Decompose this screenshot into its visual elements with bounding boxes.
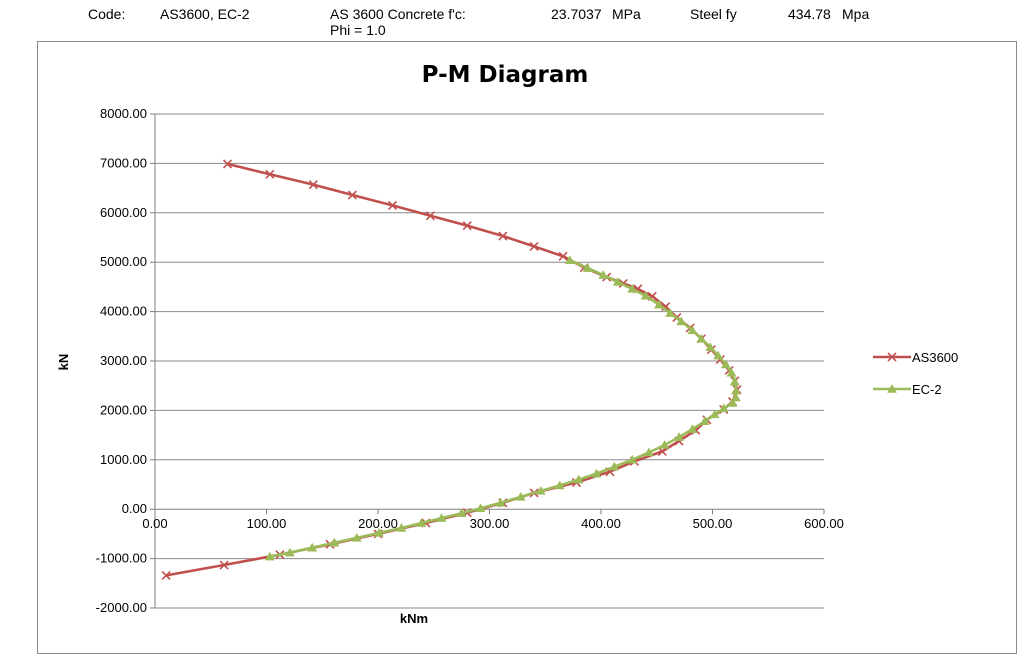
x-tick-label: 200.00 xyxy=(358,516,398,531)
data-point-ec-2 xyxy=(713,350,724,360)
legend-marker-ec-2 xyxy=(887,383,897,393)
data-point-ec-2 xyxy=(515,491,526,501)
data-point-ec-2 xyxy=(640,290,651,300)
data-point-ec-2 xyxy=(591,468,602,478)
data-point-as3600 xyxy=(558,251,568,261)
series-line-as3600 xyxy=(164,162,739,577)
data-point-as3600 xyxy=(529,241,539,251)
data-point-ec-2 xyxy=(374,527,385,537)
concrete-unit: MPa xyxy=(612,6,641,22)
data-point-ec-2 xyxy=(674,432,684,441)
y-tick-label: 3000.00 xyxy=(100,353,147,368)
steel-value: 434.78 xyxy=(788,6,831,22)
series-line-ec-2 xyxy=(268,258,738,558)
data-point-ec-2 xyxy=(609,461,620,471)
data-point-ec-2 xyxy=(436,513,447,522)
data-point-ec-2 xyxy=(654,299,664,309)
y-tick-label: 1000.00 xyxy=(100,452,147,467)
data-point-ec-2 xyxy=(699,416,710,426)
data-point-as3600 xyxy=(387,200,398,210)
data-point-ec-2 xyxy=(573,474,584,484)
data-point-as3600 xyxy=(222,159,233,169)
data-point-as3600 xyxy=(462,221,472,231)
x-tick-label: 0.00 xyxy=(142,516,167,531)
data-point-ec-2 xyxy=(709,409,720,419)
y-tick-label: 8000.00 xyxy=(100,106,147,121)
code-value: AS3600, EC-2 xyxy=(160,6,250,22)
x-tick-label: 100.00 xyxy=(247,516,287,531)
y-tick-label: 2000.00 xyxy=(100,402,147,417)
legend-label-ec-2: EC-2 xyxy=(912,382,942,397)
x-tick-label: 300.00 xyxy=(470,516,510,531)
y-tick-label: 0.00 xyxy=(122,501,147,516)
data-point-ec-2 xyxy=(564,255,575,264)
x-tick-label: 400.00 xyxy=(581,516,621,531)
data-point-ec-2 xyxy=(676,316,687,326)
data-point-ec-2 xyxy=(535,485,546,495)
data-point-as3600 xyxy=(498,231,508,241)
data-point-ec-2 xyxy=(627,454,638,464)
data-point-as3600 xyxy=(219,560,229,570)
data-point-ec-2 xyxy=(495,497,506,507)
data-point-as3600 xyxy=(265,169,275,179)
data-point-ec-2 xyxy=(329,537,340,547)
y-axis-label: kN xyxy=(56,354,71,371)
data-point-as3600 xyxy=(425,211,435,221)
data-point-ec-2 xyxy=(720,359,731,369)
data-point-as3600 xyxy=(347,190,357,200)
concrete-label: AS 3600 Concrete f'c: xyxy=(330,6,466,22)
x-axis-label: kNm xyxy=(400,611,428,626)
data-point-ec-2 xyxy=(644,447,654,457)
x-tick-label: 600.00 xyxy=(804,516,844,531)
data-point-ec-2 xyxy=(554,480,565,490)
data-point-ec-2 xyxy=(456,508,467,517)
data-point-ec-2 xyxy=(307,542,318,552)
data-point-ec-2 xyxy=(475,503,486,512)
chart-title: P-M Diagram xyxy=(422,62,589,88)
data-point-ec-2 xyxy=(705,342,716,351)
steel-unit: Mpa xyxy=(842,6,870,22)
x-axis-ticks: 0.00 100.00 200.00 300.00 400.00 500.00 600.00 xyxy=(142,509,844,531)
y-axis-ticks: 8000.00 7000.00 6000.00 5000.00 4000.00 3000.… xyxy=(96,106,147,615)
data-point-ec-2 xyxy=(687,325,698,335)
chart-frame xyxy=(37,41,1017,654)
y-tick-label: 6000.00 xyxy=(100,205,147,220)
data-point-ec-2 xyxy=(659,439,670,449)
data-point-ec-2 xyxy=(582,263,593,272)
data-point-ec-2 xyxy=(696,333,707,343)
y-tick-label: 5000.00 xyxy=(100,254,147,269)
data-point-ec-2 xyxy=(665,308,676,317)
data-point-ec-2 xyxy=(612,276,623,286)
concrete-value: 23.7037 xyxy=(551,6,602,22)
y-tick-label: -2000.00 xyxy=(96,600,147,615)
data-point-ec-2 xyxy=(351,532,362,542)
data-point-ec-2 xyxy=(730,392,741,402)
data-point-ec-2 xyxy=(729,376,740,386)
data-point-ec-2 xyxy=(687,424,698,433)
y-tick-label: 7000.00 xyxy=(100,155,147,170)
data-point-as3600 xyxy=(308,180,318,190)
data-point-as3600 xyxy=(161,570,171,580)
data-point-ec-2 xyxy=(727,397,738,407)
data-point-ec-2 xyxy=(598,270,609,279)
legend: AS3600 EC-2 xyxy=(873,350,958,397)
data-point-ec-2 xyxy=(416,518,427,527)
series-ec-2 xyxy=(264,255,741,561)
y-tick-label: 4000.00 xyxy=(100,304,147,319)
data-point-ec-2 xyxy=(396,522,407,532)
code-label: Code: xyxy=(88,6,126,22)
legend-marker-as3600 xyxy=(887,352,897,362)
legend-label-as3600: AS3600 xyxy=(912,350,958,365)
x-tick-label: 500.00 xyxy=(693,516,733,531)
phi-value: Phi = 1.0 xyxy=(330,22,386,38)
data-point-ec-2 xyxy=(284,547,295,557)
series-layer xyxy=(161,159,742,580)
data-point-ec-2 xyxy=(264,551,275,561)
data-point-ec-2 xyxy=(627,283,638,293)
data-point-ec-2 xyxy=(718,403,729,413)
y-tick-label: -1000.00 xyxy=(96,551,147,566)
steel-label: Steel fy xyxy=(690,6,737,22)
data-point-ec-2 xyxy=(726,367,737,377)
